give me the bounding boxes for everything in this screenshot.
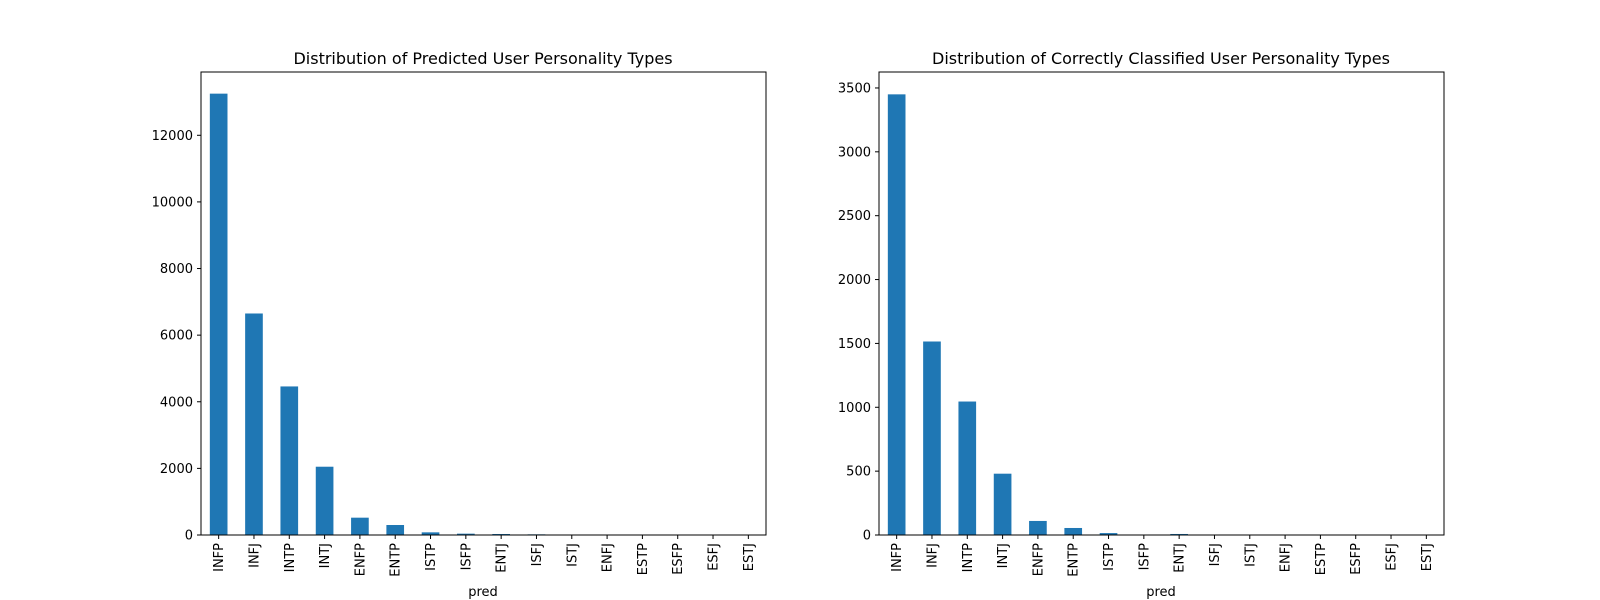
x-tick-label: ISFP — [459, 543, 474, 571]
x-tick-label: INTJ — [318, 543, 333, 568]
x-tick-label: ISFP — [1137, 543, 1152, 571]
x-tick-label: ENFP — [353, 543, 368, 576]
x-tick-label: ESTJ — [742, 543, 757, 571]
y-tick-label: 1500 — [838, 337, 871, 352]
bar-entp — [1064, 527, 1083, 535]
x-tick-label: ISTP — [424, 543, 439, 571]
chart-correctly-classified-types: Distribution of Correctly Classified Use… — [838, 49, 1445, 600]
y-tick-label: 0 — [863, 529, 871, 544]
x-tick-label: ENTP — [1067, 543, 1082, 577]
bar-entj — [1170, 533, 1188, 535]
x-tick-label: ESTJ — [1420, 543, 1435, 571]
x-tick-label: ESFP — [1349, 543, 1364, 575]
y-tick-label: 2000 — [160, 462, 193, 477]
x-tick-label: ESTP — [636, 543, 651, 575]
x-tick-label: INFJ — [247, 543, 262, 568]
x-tick-label: INFJ — [925, 543, 940, 568]
bar-infj — [245, 313, 263, 535]
x-tick-label: ISFJ — [530, 543, 545, 566]
x-axis-label: pred — [1146, 585, 1176, 600]
y-tick-label: 10000 — [152, 195, 193, 210]
y-tick-label: 8000 — [160, 262, 193, 277]
bar-istp — [1099, 533, 1118, 535]
x-tick-label: ISTP — [1102, 543, 1117, 571]
x-tick-label: ENFJ — [601, 543, 616, 572]
chart-title: Distribution of Correctly Classified Use… — [932, 49, 1390, 68]
x-tick-label: ESFP — [671, 543, 686, 575]
x-tick-label: ESTP — [1314, 543, 1329, 575]
x-tick-label: ISTJ — [565, 543, 580, 567]
bar-intp — [958, 401, 977, 535]
plot-frame — [200, 71, 767, 536]
bar-intj — [315, 466, 334, 535]
x-tick-label: ENFJ — [1279, 543, 1294, 572]
bar-istp — [421, 532, 440, 535]
bar-infp — [209, 93, 228, 536]
x-tick-label: ENTJ — [495, 543, 510, 573]
y-tick-label: 2000 — [838, 273, 871, 288]
chart-title: Distribution of Predicted User Personali… — [293, 49, 672, 68]
y-tick-label: 500 — [846, 465, 871, 480]
bar-enfp — [1029, 520, 1047, 535]
y-tick-label: 3000 — [838, 145, 871, 160]
y-tick-label: 4000 — [160, 395, 193, 410]
bar-isfp — [457, 533, 475, 535]
x-tick-label: INFP — [212, 543, 227, 572]
x-tick-label: ENTJ — [1173, 543, 1188, 573]
x-tick-label: ESFJ — [1385, 543, 1400, 571]
bar-infj — [923, 341, 941, 535]
plot-frame — [878, 71, 1445, 536]
y-tick-label: 6000 — [160, 329, 193, 344]
x-tick-label: ISTJ — [1243, 543, 1258, 567]
y-tick-label: 2500 — [838, 209, 871, 224]
bar-infp — [887, 94, 906, 535]
x-tick-label: INTP — [961, 543, 976, 572]
bar-entp — [386, 525, 405, 535]
bar-intj — [993, 473, 1012, 535]
x-tick-label: ESFJ — [707, 543, 722, 571]
x-tick-label: ENTP — [389, 543, 404, 577]
x-tick-label: ISFJ — [1208, 543, 1223, 566]
chart-predicted-types: Distribution of Predicted User Personali… — [152, 49, 767, 600]
y-tick-label: 12000 — [152, 129, 193, 144]
x-tick-label: ENFP — [1031, 543, 1046, 576]
x-tick-label: INTJ — [996, 543, 1011, 568]
x-tick-label: INFP — [890, 543, 905, 572]
y-tick-label: 3500 — [838, 81, 871, 96]
y-tick-label: 1000 — [838, 401, 871, 416]
y-tick-label: 0 — [185, 529, 193, 544]
x-axis-label: pred — [468, 585, 498, 600]
bar-intp — [280, 386, 299, 535]
bar-enfp — [351, 517, 369, 535]
x-tick-label: INTP — [283, 543, 298, 572]
